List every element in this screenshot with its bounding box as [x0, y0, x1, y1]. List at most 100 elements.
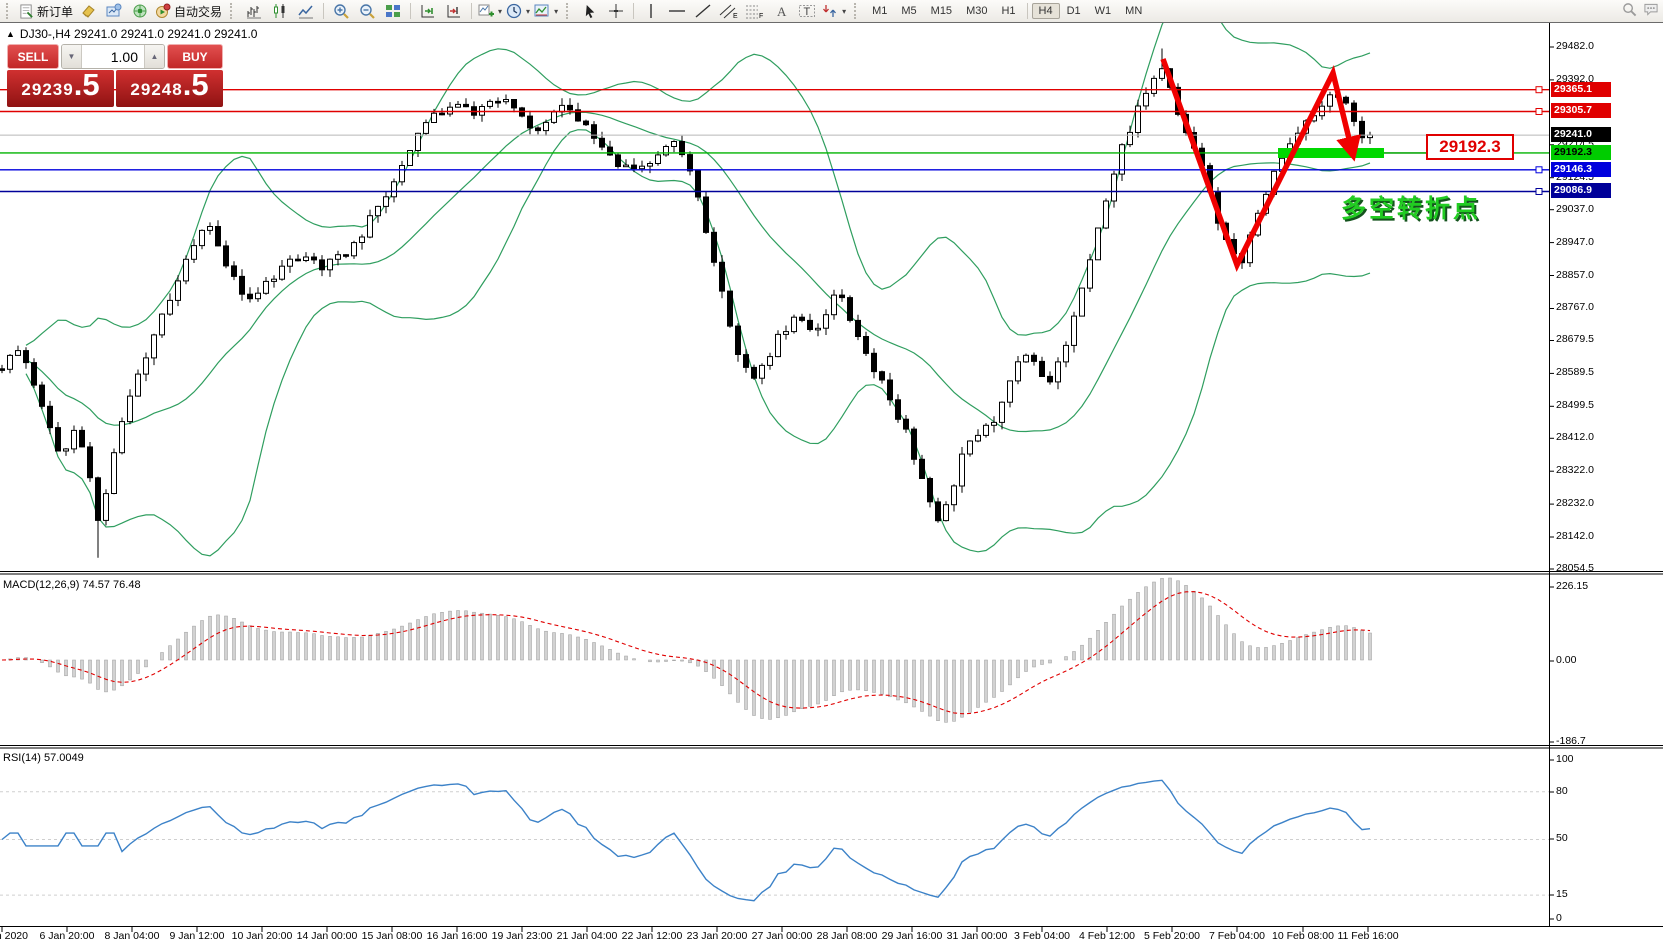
crosshair-icon: [609, 4, 624, 18]
price-badge: 29241.0: [1551, 127, 1611, 143]
new-order-button[interactable]: 新订单: [17, 1, 75, 21]
chart-shift-button[interactable]: [441, 1, 467, 21]
pivot-annotation-text[interactable]: 多空转折点: [1341, 195, 1482, 223]
text-button[interactable]: A: [768, 1, 794, 21]
horizontal-line-object[interactable]: [0, 166, 1549, 174]
time-axis-label: 29 Jan 16:00: [881, 930, 943, 942]
svg-text:E: E: [733, 13, 738, 19]
timeframe-w1[interactable]: W1: [1094, 5, 1112, 17]
buy-button[interactable]: BUY: [167, 44, 223, 69]
toolbar-separator: [323, 3, 325, 19]
toolbar-drag-handle[interactable]: [6, 3, 13, 19]
macd-signal-line: [1, 591, 1371, 715]
volume-decrease-button[interactable]: ▼: [62, 45, 82, 68]
horizontal-line-icon: [669, 10, 686, 12]
line-handle[interactable]: [1535, 108, 1543, 115]
price-tick-label: 28232.0: [1556, 497, 1594, 510]
line-chart-button[interactable]: [293, 1, 319, 21]
bar-chart-icon: [247, 6, 262, 19]
cursor-button[interactable]: [577, 1, 603, 21]
time-axis-label: 15 Jan 08:00: [361, 930, 423, 942]
time-axis-label: 16 Jan 16:00: [426, 930, 488, 942]
chart-profile-icon: [106, 3, 122, 17]
toolbar-drag-handle[interactable]: [854, 3, 861, 19]
eraser-button[interactable]: [75, 1, 101, 21]
macd-tick-label: 0.00: [1556, 654, 1577, 666]
time-axis-label: 6 Jan 20:00: [39, 930, 95, 942]
timeframe-d1[interactable]: D1: [1066, 5, 1081, 17]
zoom-in-icon: [333, 3, 349, 19]
collapse-panel-icon[interactable]: ▲: [6, 29, 15, 39]
support-highlight-bar[interactable]: [1278, 148, 1384, 158]
toolbar-drag-handle[interactable]: [566, 3, 573, 19]
rsi-tick-label: 100: [1556, 753, 1574, 765]
toolbar-separator: [1026, 3, 1028, 19]
time-axis-label: 9 Jan 12:00: [169, 930, 225, 942]
fibonacci-button[interactable]: F: [742, 1, 768, 21]
timeframe-m30[interactable]: M30: [966, 5, 988, 17]
volume-input[interactable]: 1.00: [110, 48, 138, 65]
line-handle[interactable]: [1535, 188, 1543, 195]
price-level-box[interactable]: 29192.3: [1426, 134, 1514, 160]
chart-canvas[interactable]: [0, 23, 1663, 944]
crosshair-button[interactable]: [603, 1, 629, 21]
sell-price-main: 29239: [21, 80, 74, 99]
periods-button[interactable]: ▾: [504, 1, 532, 21]
zoom-out-button[interactable]: [354, 1, 380, 21]
sell-price-display[interactable]: 29239.5: [7, 69, 114, 107]
price-tick-label: 28857.0: [1556, 268, 1594, 281]
timeframe-m15[interactable]: M15: [930, 5, 953, 17]
line-handle[interactable]: [1535, 166, 1543, 174]
trendline-button[interactable]: [690, 1, 716, 21]
text-label-button[interactable]: T: [794, 1, 820, 21]
autotrading-button[interactable]: 自动交易: [153, 1, 224, 21]
timeframe-m5[interactable]: M5: [901, 5, 917, 17]
candlestick-chart-button[interactable]: [267, 1, 293, 21]
time-axis-label: 28 Jan 08:00: [816, 930, 878, 942]
timeframe-mn[interactable]: MN: [1125, 5, 1143, 17]
dropdown-caret-icon: ▾: [554, 6, 559, 16]
bollinger-bands: [25, 23, 1371, 557]
vertical-line-button[interactable]: [638, 1, 664, 21]
rsi-tick-label: 0: [1556, 912, 1562, 924]
line-handle[interactable]: [1535, 86, 1543, 94]
zigzag-arrow[interactable]: [1160, 58, 1361, 272]
sell-button[interactable]: SELL: [7, 44, 59, 69]
horizontal-line-object[interactable]: [0, 188, 1549, 195]
indicators-button[interactable]: ▾: [476, 1, 504, 21]
equidistant-channel-button[interactable]: E: [716, 1, 742, 21]
templates-button[interactable]: ▾: [532, 1, 560, 21]
vertical-line-icon: [650, 4, 652, 18]
arrows-button[interactable]: ▾: [820, 1, 848, 21]
tile-windows-button[interactable]: [380, 1, 406, 21]
horizontal-line-button[interactable]: [664, 1, 690, 21]
arrows-icon: [823, 5, 837, 17]
horizontal-line-object[interactable]: [0, 108, 1549, 115]
signals-button[interactable]: [127, 1, 153, 21]
price-badge: 29192.3: [1551, 144, 1611, 160]
zoom-in-button[interactable]: [328, 1, 354, 21]
horizontal-line-object[interactable]: [0, 86, 1549, 94]
price-tick-label: 28142.0: [1556, 530, 1594, 542]
volume-increase-button[interactable]: ▲: [144, 45, 164, 68]
auto-scroll-button[interactable]: [415, 1, 441, 21]
time-axis-label: 5 Feb 20:00: [1143, 930, 1201, 942]
buy-price-display[interactable]: 29248.5: [116, 69, 223, 107]
chart-area[interactable]: ▲ DJ30-,H4 29241.0 29241.0 29241.0 29241…: [0, 22, 1663, 944]
equidistant-channel-icon: E: [719, 4, 738, 19]
toolbar-right: [1622, 2, 1659, 17]
timeframe-m1[interactable]: M1: [872, 5, 888, 17]
price-badge: 29365.1: [1551, 81, 1611, 97]
time-axis-label: 11 Feb 16:00: [1337, 930, 1399, 942]
macd-indicator-label: MACD(12,26,9) 74.57 76.48: [3, 579, 141, 591]
search-icon[interactable]: [1622, 2, 1637, 17]
toolbar-separator: [471, 3, 473, 19]
profiles-button[interactable]: [101, 1, 127, 21]
buy-price-main: 29248: [130, 80, 183, 99]
chat-icon[interactable]: [1643, 2, 1659, 17]
toolbar-drag-handle[interactable]: [230, 3, 237, 19]
price-tick-label: 29037.0: [1556, 202, 1594, 215]
timeframe-h1[interactable]: H1: [1001, 5, 1016, 17]
bar-chart-button[interactable]: [241, 1, 267, 21]
timeframe-h4[interactable]: H4: [1031, 3, 1060, 19]
